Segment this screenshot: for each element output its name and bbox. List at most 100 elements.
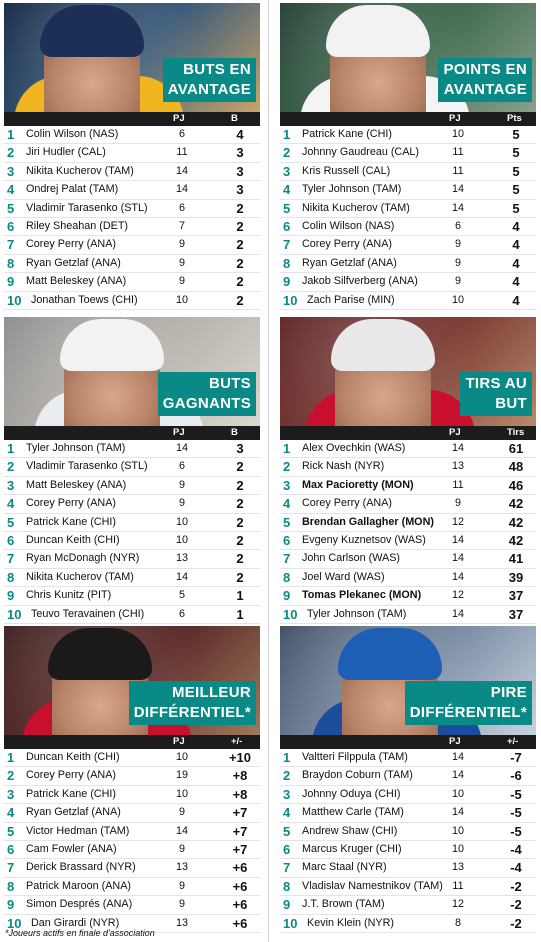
player-name: Rick Nash (NYR) — [302, 460, 385, 473]
rank-number: 6 — [7, 218, 15, 234]
player-name: Matt Beleskey (ANA) — [26, 478, 127, 491]
ranking-list: 1 Alex Ovechkin (WAS) 14 61 2 Rick Nash (NYR)… — [280, 440, 536, 624]
player-name: Riley Sheahan (DET) — [26, 219, 129, 232]
games-played: 14 — [175, 183, 188, 196]
panel-title: MEILLEUR DIFFÉRENTIEL* — [128, 681, 256, 725]
rank-number: 8 — [7, 255, 15, 271]
games-played: 9 — [178, 478, 185, 491]
ranking-list: 1 Valtteri Filppula (TAM) 14 -7 2 Braydon Cob… — [280, 749, 536, 933]
player-name: Tomas Plekanec (MON) — [302, 589, 422, 602]
rank-number: 10 — [7, 915, 22, 931]
games-played: 9 — [178, 497, 185, 510]
table-header: PJ B — [4, 426, 260, 440]
table-row: 5 Andrew Shaw (CHI) 10 -5 — [280, 823, 536, 841]
col-games-header: PJ — [449, 113, 461, 124]
table-row: 3 Nikita Kucherov (TAM) 14 3 — [4, 163, 260, 182]
stat-value: 37 — [508, 606, 524, 622]
games-played: 6 — [454, 219, 461, 232]
rank-number: 8 — [283, 878, 291, 894]
table-row: 4 Ryan Getzlaf (ANA) 9 +7 — [4, 804, 260, 823]
table-header: PJ Pts — [280, 112, 536, 126]
rank-number: 4 — [283, 805, 291, 821]
player-name: Ondrej Palat (TAM) — [26, 183, 119, 196]
stat-panel: BUTS EN AVANTAGE PJ B 1 Colin Wilson (NAS) 6 4 2… — [4, 3, 260, 310]
table-row: 2 Vladimir Tarasenko (STL) 6 2 — [4, 458, 260, 477]
player-name: Zach Parise (MIN) — [307, 293, 395, 306]
stat-value: -5 — [510, 786, 522, 802]
games-played: 9 — [178, 806, 185, 819]
table-row: 3 Matt Beleskey (ANA) 9 2 — [4, 477, 260, 496]
stat-value: +7 — [232, 841, 248, 857]
rank-number: 5 — [7, 200, 15, 216]
stat-value: -4 — [510, 841, 522, 857]
stat-value: +8 — [232, 768, 248, 784]
stat-value: 61 — [508, 441, 524, 456]
panel-title-line: AVANTAGE — [443, 81, 527, 98]
player-name: Valtteri Filppula (TAM) — [302, 751, 408, 763]
player-helmet — [40, 5, 144, 57]
rank-number: 10 — [7, 606, 22, 622]
panel-title-line: BUTS — [208, 375, 251, 392]
stat-value: 4 — [512, 292, 520, 308]
player-name: Patrick Kane (CHI) — [302, 128, 392, 140]
footnote: *Joueurs actifs en finale d'association — [5, 928, 155, 938]
rank-number: 2 — [283, 768, 291, 784]
player-name: Marc Staal (NYR) — [302, 861, 387, 874]
games-played: 10 — [451, 824, 464, 837]
table-row: 10 Dan Girardi (NYR) 13 +6 — [4, 915, 260, 933]
table-row: 1 Valtteri Filppula (TAM) 14 -7 — [280, 749, 536, 768]
games-played: 9 — [454, 497, 461, 510]
rank-number: 6 — [7, 532, 15, 548]
games-played: 9 — [178, 842, 185, 855]
stat-value: 48 — [508, 459, 524, 475]
rank-number: 7 — [283, 551, 291, 567]
stat-value: +6 — [232, 878, 248, 894]
panel-title-line: TIRS AU — [465, 375, 527, 392]
table-row: 5 Patrick Kane (CHI) 10 2 — [4, 514, 260, 532]
panel-title-line: AVANTAGE — [167, 81, 251, 98]
table-row: 7 John Carlson (WAS) 14 41 — [280, 550, 536, 569]
rank-number: 10 — [7, 292, 22, 308]
games-played: 19 — [175, 769, 188, 782]
stat-value: -5 — [510, 805, 522, 821]
stat-value: -4 — [510, 860, 522, 876]
games-played: 14 — [451, 607, 464, 620]
player-name: Corey Perry (ANA) — [26, 769, 116, 782]
rank-number: 1 — [7, 127, 15, 142]
games-played: 7 — [178, 219, 185, 232]
stat-value: 2 — [236, 274, 244, 290]
table-row: 1 Duncan Keith (CHI) 10 +10 — [4, 749, 260, 768]
games-played: 9 — [178, 256, 185, 269]
games-played: 6 — [178, 201, 185, 214]
stat-value: 2 — [236, 218, 244, 234]
table-header: PJ +/- — [4, 735, 260, 749]
rank-number: 2 — [7, 145, 15, 161]
table-row: 7 Corey Perry (ANA) 9 2 — [4, 236, 260, 255]
player-name: Kris Russell (CAL) — [302, 164, 391, 177]
table-row: 2 Rick Nash (NYR) 13 48 — [280, 458, 536, 477]
games-played: 10 — [451, 787, 464, 800]
player-name: Brendan Gallagher (MON) — [302, 515, 434, 528]
games-played: 14 — [451, 806, 464, 819]
player-name: Ryan Getzlaf (ANA) — [26, 806, 121, 819]
table-row: 8 Vladislav Namestnikov (TAM) 11 -2 — [280, 878, 536, 897]
stat-value: 5 — [512, 145, 520, 161]
stat-value: 2 — [236, 237, 244, 253]
table-row: 1 Tyler Johnson (TAM) 14 3 — [4, 440, 260, 459]
rank-number: 4 — [283, 182, 291, 198]
table-row: 2 Jiri Hudler (CAL) 11 3 — [4, 144, 260, 163]
games-played: 14 — [451, 533, 464, 546]
rank-number: 4 — [7, 496, 15, 512]
player-name: Duncan Keith (CHI) — [26, 533, 120, 546]
rank-number: 5 — [283, 823, 291, 839]
stat-value: 3 — [236, 182, 244, 198]
table-row: 3 Kris Russell (CAL) 11 5 — [280, 163, 536, 182]
stat-value: -7 — [510, 750, 522, 765]
stat-value: 3 — [236, 163, 244, 179]
stat-value: 3 — [236, 145, 244, 161]
player-helmet — [331, 319, 435, 371]
games-played: 8 — [454, 916, 461, 929]
player-photo: BUTS GAGNANTS — [4, 317, 260, 426]
stat-value: 3 — [236, 441, 244, 456]
games-played: 11 — [452, 879, 464, 892]
